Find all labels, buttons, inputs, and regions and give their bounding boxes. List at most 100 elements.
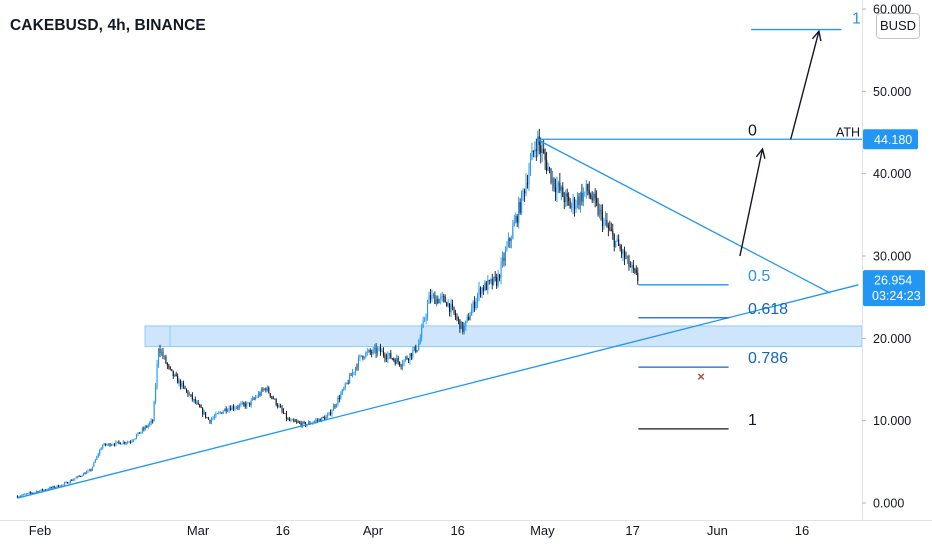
candle-body bbox=[497, 274, 499, 286]
fib-level-label: 0.618 bbox=[748, 301, 788, 318]
candle-body bbox=[278, 405, 280, 407]
candle-body bbox=[594, 193, 596, 199]
candle-body bbox=[465, 320, 467, 327]
candle-body bbox=[153, 401, 155, 422]
candle-body bbox=[93, 462, 95, 467]
candle-body bbox=[568, 196, 570, 202]
candle-body bbox=[329, 412, 332, 415]
candle-body bbox=[634, 268, 636, 271]
candle-body bbox=[575, 205, 577, 209]
candle-body bbox=[534, 149, 536, 153]
candle-body bbox=[19, 496, 21, 497]
candle-body bbox=[524, 190, 526, 194]
candle-body bbox=[606, 219, 608, 226]
candle-body bbox=[109, 443, 111, 446]
candle-body bbox=[105, 443, 107, 446]
candle-body bbox=[227, 410, 229, 412]
candle-body bbox=[291, 419, 293, 421]
candle-body bbox=[432, 295, 434, 296]
candle-body bbox=[106, 444, 108, 446]
candle-body bbox=[24, 494, 26, 495]
candle-body bbox=[237, 407, 239, 409]
support-zone[interactable] bbox=[144, 325, 863, 348]
candle-body bbox=[494, 276, 496, 278]
candle-body bbox=[124, 441, 126, 444]
candle-body bbox=[159, 349, 161, 354]
candle-body bbox=[140, 431, 142, 434]
candle-body bbox=[343, 388, 345, 390]
candle-body bbox=[585, 184, 587, 192]
currency-badge[interactable]: BUSD bbox=[876, 13, 920, 39]
candle-body bbox=[560, 186, 562, 191]
candle-body bbox=[522, 190, 524, 192]
candle-body bbox=[418, 344, 420, 351]
candle-body bbox=[302, 422, 304, 426]
candle-body bbox=[197, 402, 199, 405]
candle-body bbox=[549, 167, 551, 169]
candle-body bbox=[25, 493, 27, 495]
candle-body bbox=[315, 420, 317, 422]
y-tick-label: 40.000 bbox=[873, 167, 911, 181]
candle-body bbox=[71, 480, 73, 482]
candle-body bbox=[579, 192, 581, 205]
candle-body bbox=[341, 389, 343, 394]
candle-body bbox=[163, 356, 165, 358]
rising-trendline[interactable] bbox=[17, 284, 859, 499]
candle-body bbox=[440, 296, 442, 300]
candle-body bbox=[34, 492, 36, 493]
candle-body bbox=[238, 404, 240, 408]
candle-body bbox=[393, 358, 395, 360]
candle-body bbox=[72, 479, 74, 481]
candle-body bbox=[250, 400, 252, 406]
candle-body bbox=[474, 301, 476, 308]
candle-body bbox=[635, 270, 637, 274]
candle-body bbox=[177, 375, 179, 384]
candle-body bbox=[347, 382, 349, 384]
candle-body bbox=[462, 322, 464, 333]
candle-body bbox=[196, 402, 198, 404]
candle-body bbox=[453, 306, 455, 313]
candle-body bbox=[372, 349, 374, 354]
candle-body bbox=[410, 353, 412, 357]
projection-arrow-line[interactable] bbox=[739, 148, 764, 257]
y-tick-label: 30.000 bbox=[873, 250, 911, 264]
candle-body bbox=[282, 410, 285, 414]
candle-body bbox=[319, 419, 321, 422]
candle-body bbox=[377, 349, 379, 354]
candle-body bbox=[532, 150, 534, 153]
candle-body bbox=[422, 320, 424, 328]
fib-level-label: 0.5 bbox=[748, 268, 770, 285]
candle-body bbox=[487, 280, 489, 290]
candle-body bbox=[309, 422, 311, 424]
candle-body bbox=[313, 421, 315, 423]
candle-body bbox=[551, 177, 554, 183]
candle-body bbox=[510, 238, 512, 241]
candle-body bbox=[363, 357, 365, 359]
candle-body bbox=[488, 280, 490, 281]
candle-body bbox=[612, 230, 614, 235]
candle-body bbox=[499, 274, 501, 279]
candle-body bbox=[69, 480, 71, 483]
candle-body bbox=[325, 416, 327, 420]
candle-body bbox=[378, 347, 380, 350]
projection-arrow-line[interactable] bbox=[790, 31, 820, 140]
y-tick-label: 10.000 bbox=[873, 414, 911, 428]
candle-body bbox=[581, 192, 583, 202]
candle-body bbox=[610, 229, 612, 231]
candle-body bbox=[550, 168, 552, 183]
candle-body bbox=[265, 388, 267, 391]
candle-body bbox=[593, 193, 595, 201]
candle-body bbox=[446, 302, 448, 307]
candle-body bbox=[75, 477, 77, 479]
candle-body bbox=[144, 426, 146, 430]
candle-body bbox=[352, 372, 354, 376]
candle-body bbox=[515, 216, 517, 222]
candle-body bbox=[128, 441, 130, 443]
candle-body bbox=[228, 408, 230, 411]
candle-body bbox=[356, 367, 358, 369]
candle-body bbox=[294, 420, 296, 422]
falling-trendline[interactable] bbox=[536, 138, 831, 294]
candle-body bbox=[16, 496, 18, 498]
candle-body bbox=[43, 489, 45, 491]
